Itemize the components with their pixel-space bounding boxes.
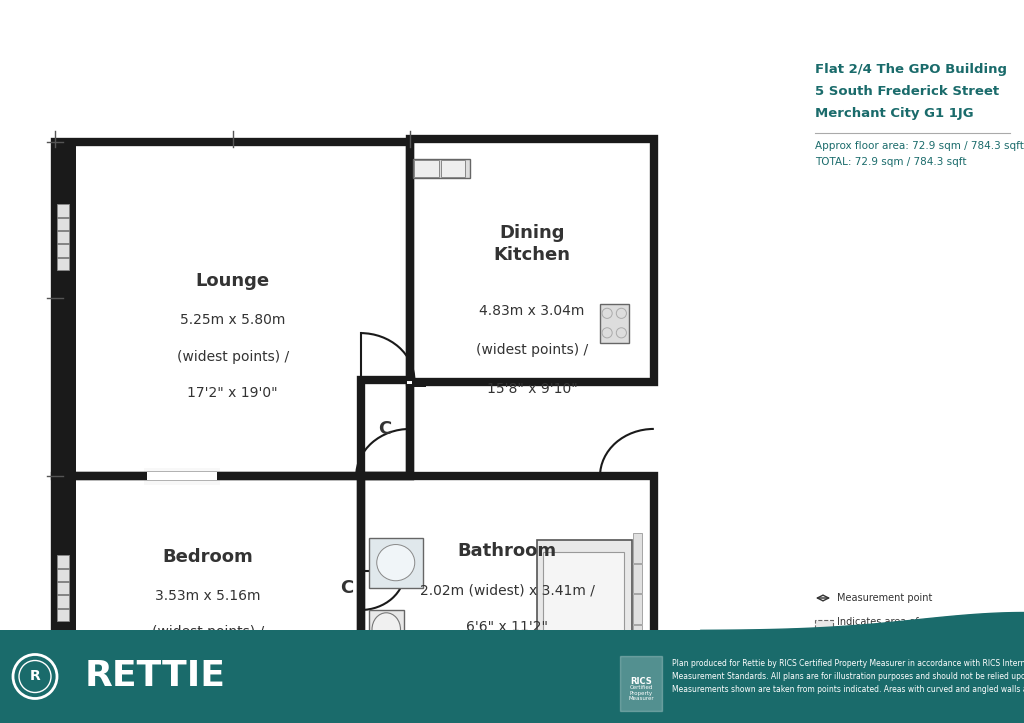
Text: Certified
Property
Measurer: Certified Property Measurer [628, 685, 653, 701]
Bar [78, 156, 385, 468]
Bar [78, 484, 331, 646]
Ellipse shape [372, 613, 400, 646]
Bar [57, 555, 69, 568]
Text: 3.53m x 5.16m: 3.53m x 5.16m [156, 589, 261, 603]
Bar [359, 646, 654, 663]
Bar [57, 205, 69, 217]
Bar [415, 161, 438, 177]
Bar [55, 476, 360, 660]
Bar [620, 656, 662, 711]
Text: 6'6" x 11'2": 6'6" x 11'2" [466, 620, 548, 634]
Bar [147, 472, 217, 479]
Bar [55, 142, 78, 476]
Bar [350, 465, 369, 663]
Bar [57, 231, 69, 244]
Bar [407, 379, 412, 385]
Bar [441, 161, 465, 177]
Bar [57, 609, 69, 621]
Bar [57, 244, 69, 257]
Bar [633, 564, 642, 594]
Bar [633, 625, 642, 654]
Text: 5 South Frederick Street: 5 South Frederick Street [815, 85, 999, 98]
Bar [632, 476, 654, 663]
Bar [420, 156, 626, 373]
Text: 2.02m (widest) x 3.41m /: 2.02m (widest) x 3.41m / [420, 583, 595, 597]
Text: RETTIE: RETTIE [85, 659, 226, 693]
Text: Flat 2/4 The GPO Building: Flat 2/4 The GPO Building [815, 63, 1007, 76]
Bar [403, 376, 423, 387]
Bar [632, 140, 654, 382]
Text: Measurement point: Measurement point [837, 593, 933, 603]
Bar [57, 569, 69, 581]
Text: C: C [340, 578, 353, 596]
Bar [55, 468, 360, 484]
Bar [57, 218, 69, 230]
Bar [362, 474, 410, 476]
Text: Merchant City G1 1JG: Merchant City G1 1JG [815, 107, 974, 120]
Text: (widest points) /: (widest points) / [152, 625, 264, 639]
Bar [55, 476, 78, 663]
Circle shape [581, 645, 588, 653]
Text: Bathroom: Bathroom [458, 542, 557, 560]
Text: Indicates area of
Limited Use Space: Indicates area of Limited Use Space [837, 617, 928, 639]
Bar [360, 476, 654, 660]
Bar [633, 533, 642, 562]
Text: TOTAL: 72.9 sqm / 784.3 sqft: TOTAL: 72.9 sqm / 784.3 sqft [815, 157, 967, 167]
Text: Bedroom: Bedroom [163, 548, 253, 566]
Bar [356, 382, 375, 476]
Text: Lounge: Lounge [196, 273, 269, 291]
Bar [55, 140, 410, 156]
Bar [147, 472, 217, 479]
Text: Plan produced for Rettie by RICS Certified Property Measurer in accordance with : Plan produced for Rettie by RICS Certifi… [672, 659, 1024, 693]
Bar [410, 140, 654, 156]
Bar [76, 477, 358, 659]
Bar [57, 582, 69, 594]
Bar [76, 144, 409, 475]
Bar [410, 140, 654, 382]
Bar [413, 159, 470, 178]
Text: RICS: RICS [630, 677, 652, 685]
Bar [359, 382, 410, 476]
Bar [410, 142, 650, 382]
Bar [537, 540, 632, 657]
Bar [815, 620, 833, 638]
Bar [361, 477, 650, 659]
Bar [360, 380, 410, 476]
Text: Dining
Kitchen: Dining Kitchen [494, 223, 570, 264]
Text: 11'6" x 16'9": 11'6" x 16'9" [163, 662, 254, 675]
Bar [600, 304, 629, 343]
Text: (widest points) /: (widest points) / [176, 349, 289, 364]
Text: Approx floor area: 72.9 sqm / 784.3 sqft: Approx floor area: 72.9 sqm / 784.3 sqft [815, 141, 1024, 151]
Text: 15'8" x 9'10": 15'8" x 9'10" [486, 382, 578, 395]
Bar [55, 646, 359, 663]
Text: 17'2" x 19'0": 17'2" x 19'0" [187, 385, 278, 400]
Bar [362, 474, 410, 479]
Text: 5.25m x 5.80m: 5.25m x 5.80m [180, 313, 286, 328]
Text: C: C [378, 420, 391, 438]
Bar [378, 490, 618, 646]
Bar [57, 258, 69, 270]
Bar [407, 379, 426, 387]
Text: 4.83m x 3.04m: 4.83m x 3.04m [479, 304, 585, 317]
Bar [378, 387, 397, 465]
Text: (widest points) /: (widest points) / [476, 343, 588, 356]
Ellipse shape [377, 544, 415, 581]
Bar [356, 370, 410, 387]
Bar [57, 596, 69, 608]
Bar [55, 476, 359, 660]
Bar [55, 142, 410, 476]
Bar [369, 610, 403, 657]
Bar [359, 476, 650, 660]
Bar [144, 468, 220, 484]
Bar [361, 382, 409, 475]
Bar [55, 142, 410, 476]
Bar [543, 552, 624, 652]
Bar [633, 594, 642, 624]
Bar [412, 142, 652, 380]
Text: R: R [30, 669, 40, 683]
Bar [369, 538, 423, 588]
Bar [0, 630, 1024, 723]
